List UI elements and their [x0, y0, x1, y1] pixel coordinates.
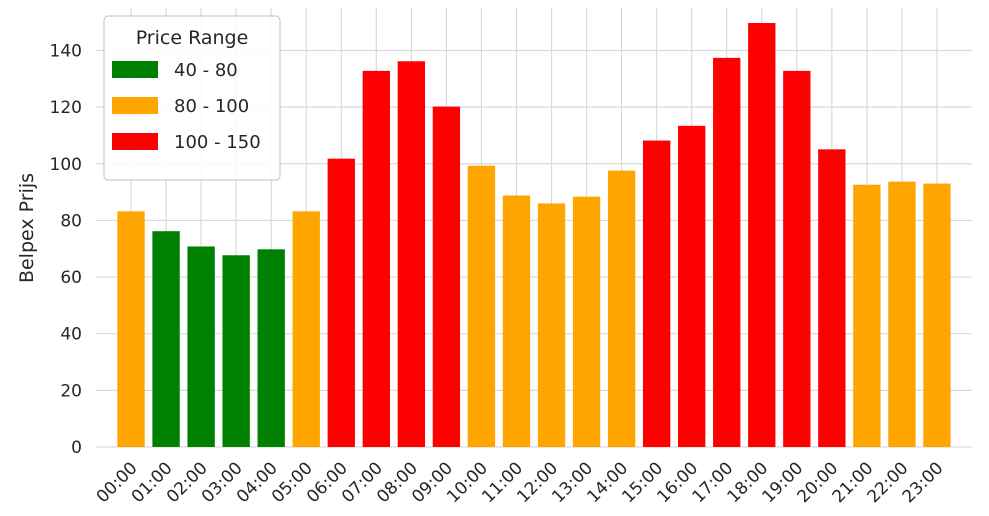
bar-2300	[923, 183, 951, 447]
y-tick-label: 120	[50, 98, 82, 118]
legend-swatch	[112, 97, 158, 114]
y-tick-label: 60	[60, 268, 82, 288]
bar-0800	[397, 61, 426, 447]
bar-1100	[502, 195, 531, 447]
bar-1000	[467, 165, 496, 447]
y-tick-label: 80	[60, 211, 82, 231]
bar-0600	[327, 158, 355, 447]
bar-1500	[642, 140, 671, 447]
legend-entry-label: 40 - 80	[174, 60, 238, 81]
bar-0100	[152, 231, 180, 447]
bar-0500	[292, 211, 320, 447]
y-tick-label: 40	[60, 325, 82, 345]
y-tick-label: 100	[50, 155, 82, 175]
bar-1200	[537, 203, 566, 447]
legend-swatch	[112, 61, 158, 78]
bar-1800	[748, 23, 776, 448]
bar-0300	[222, 255, 250, 447]
bar-2200	[888, 181, 916, 447]
y-axis-label: Belpex Prijs	[16, 173, 38, 283]
bar-1300	[572, 196, 601, 447]
bar-0900	[432, 106, 461, 447]
y-axis-ticks: 0 20 40 60 80 100 120 140	[50, 41, 82, 458]
y-tick-label: 20	[60, 381, 82, 401]
y-tick-label: 0	[71, 438, 82, 458]
legend-entries: 40 - 80 80 - 100 100 - 150	[112, 60, 261, 153]
bars	[117, 23, 951, 448]
x-axis-ticks: 00:0001:0002:0003:0004:0005:0006:0007:00…	[93, 458, 948, 507]
bar-1900	[783, 70, 811, 447]
legend-title: Price Range	[136, 27, 249, 49]
bar-2100	[853, 184, 881, 447]
bar-0000	[117, 211, 145, 447]
bar-0700	[362, 70, 390, 447]
legend-entry-label: 100 - 150	[174, 132, 261, 153]
bar-0400	[257, 249, 285, 447]
legend-entry-label: 80 - 100	[174, 96, 249, 117]
bar-1400	[607, 170, 636, 448]
bar-1600	[678, 125, 706, 448]
legend-swatch	[112, 133, 158, 150]
legend: Price Range 40 - 80 80 - 100 100 - 150	[103, 15, 281, 181]
y-tick-label: 140	[50, 41, 82, 61]
bar-1700	[713, 57, 741, 447]
bar-0200	[187, 246, 215, 447]
bar-2000	[818, 149, 846, 447]
x-tick-label: 23:00	[899, 458, 948, 507]
